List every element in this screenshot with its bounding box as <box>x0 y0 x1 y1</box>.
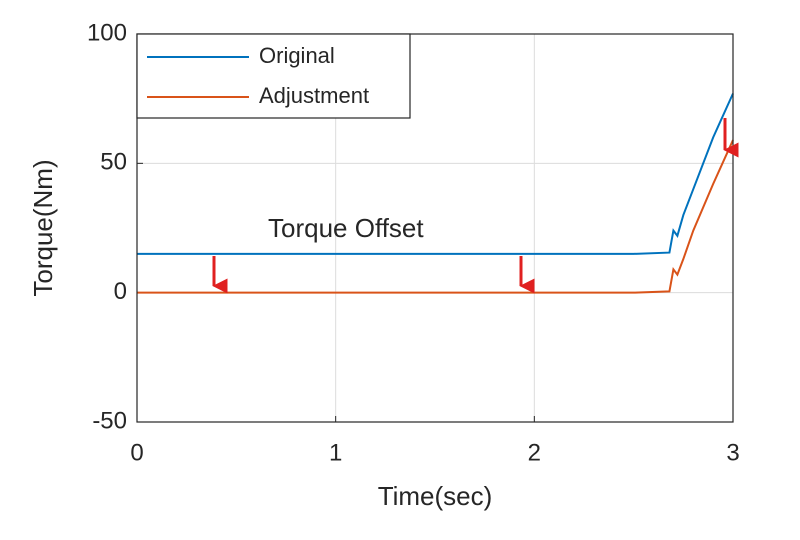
y-tick-label: -50 <box>92 407 127 434</box>
y-tick-label: 0 <box>114 278 127 305</box>
axes-box <box>136 33 734 423</box>
x-tick-label: 0 <box>130 439 143 466</box>
x-tick-label: 2 <box>528 439 541 466</box>
y-tick-label: 50 <box>100 149 127 176</box>
y-axis-label: Torque(Nm) <box>28 159 58 296</box>
legend-label: Original <box>259 43 335 68</box>
x-tick-label: 3 <box>726 439 739 466</box>
y-tick-label: 100 <box>87 19 127 46</box>
series-line <box>137 93 734 255</box>
x-axis-label: Time(sec) <box>378 481 493 511</box>
arrows <box>212 118 739 294</box>
legend: Original Adjustment <box>136 33 411 119</box>
series-line <box>137 139 734 294</box>
lines <box>137 93 734 294</box>
legend-box <box>136 33 411 119</box>
annotation: Torque Offset <box>268 213 424 243</box>
x-tick-label: 1 <box>329 439 342 466</box>
legend-label: Adjustment <box>259 83 369 108</box>
